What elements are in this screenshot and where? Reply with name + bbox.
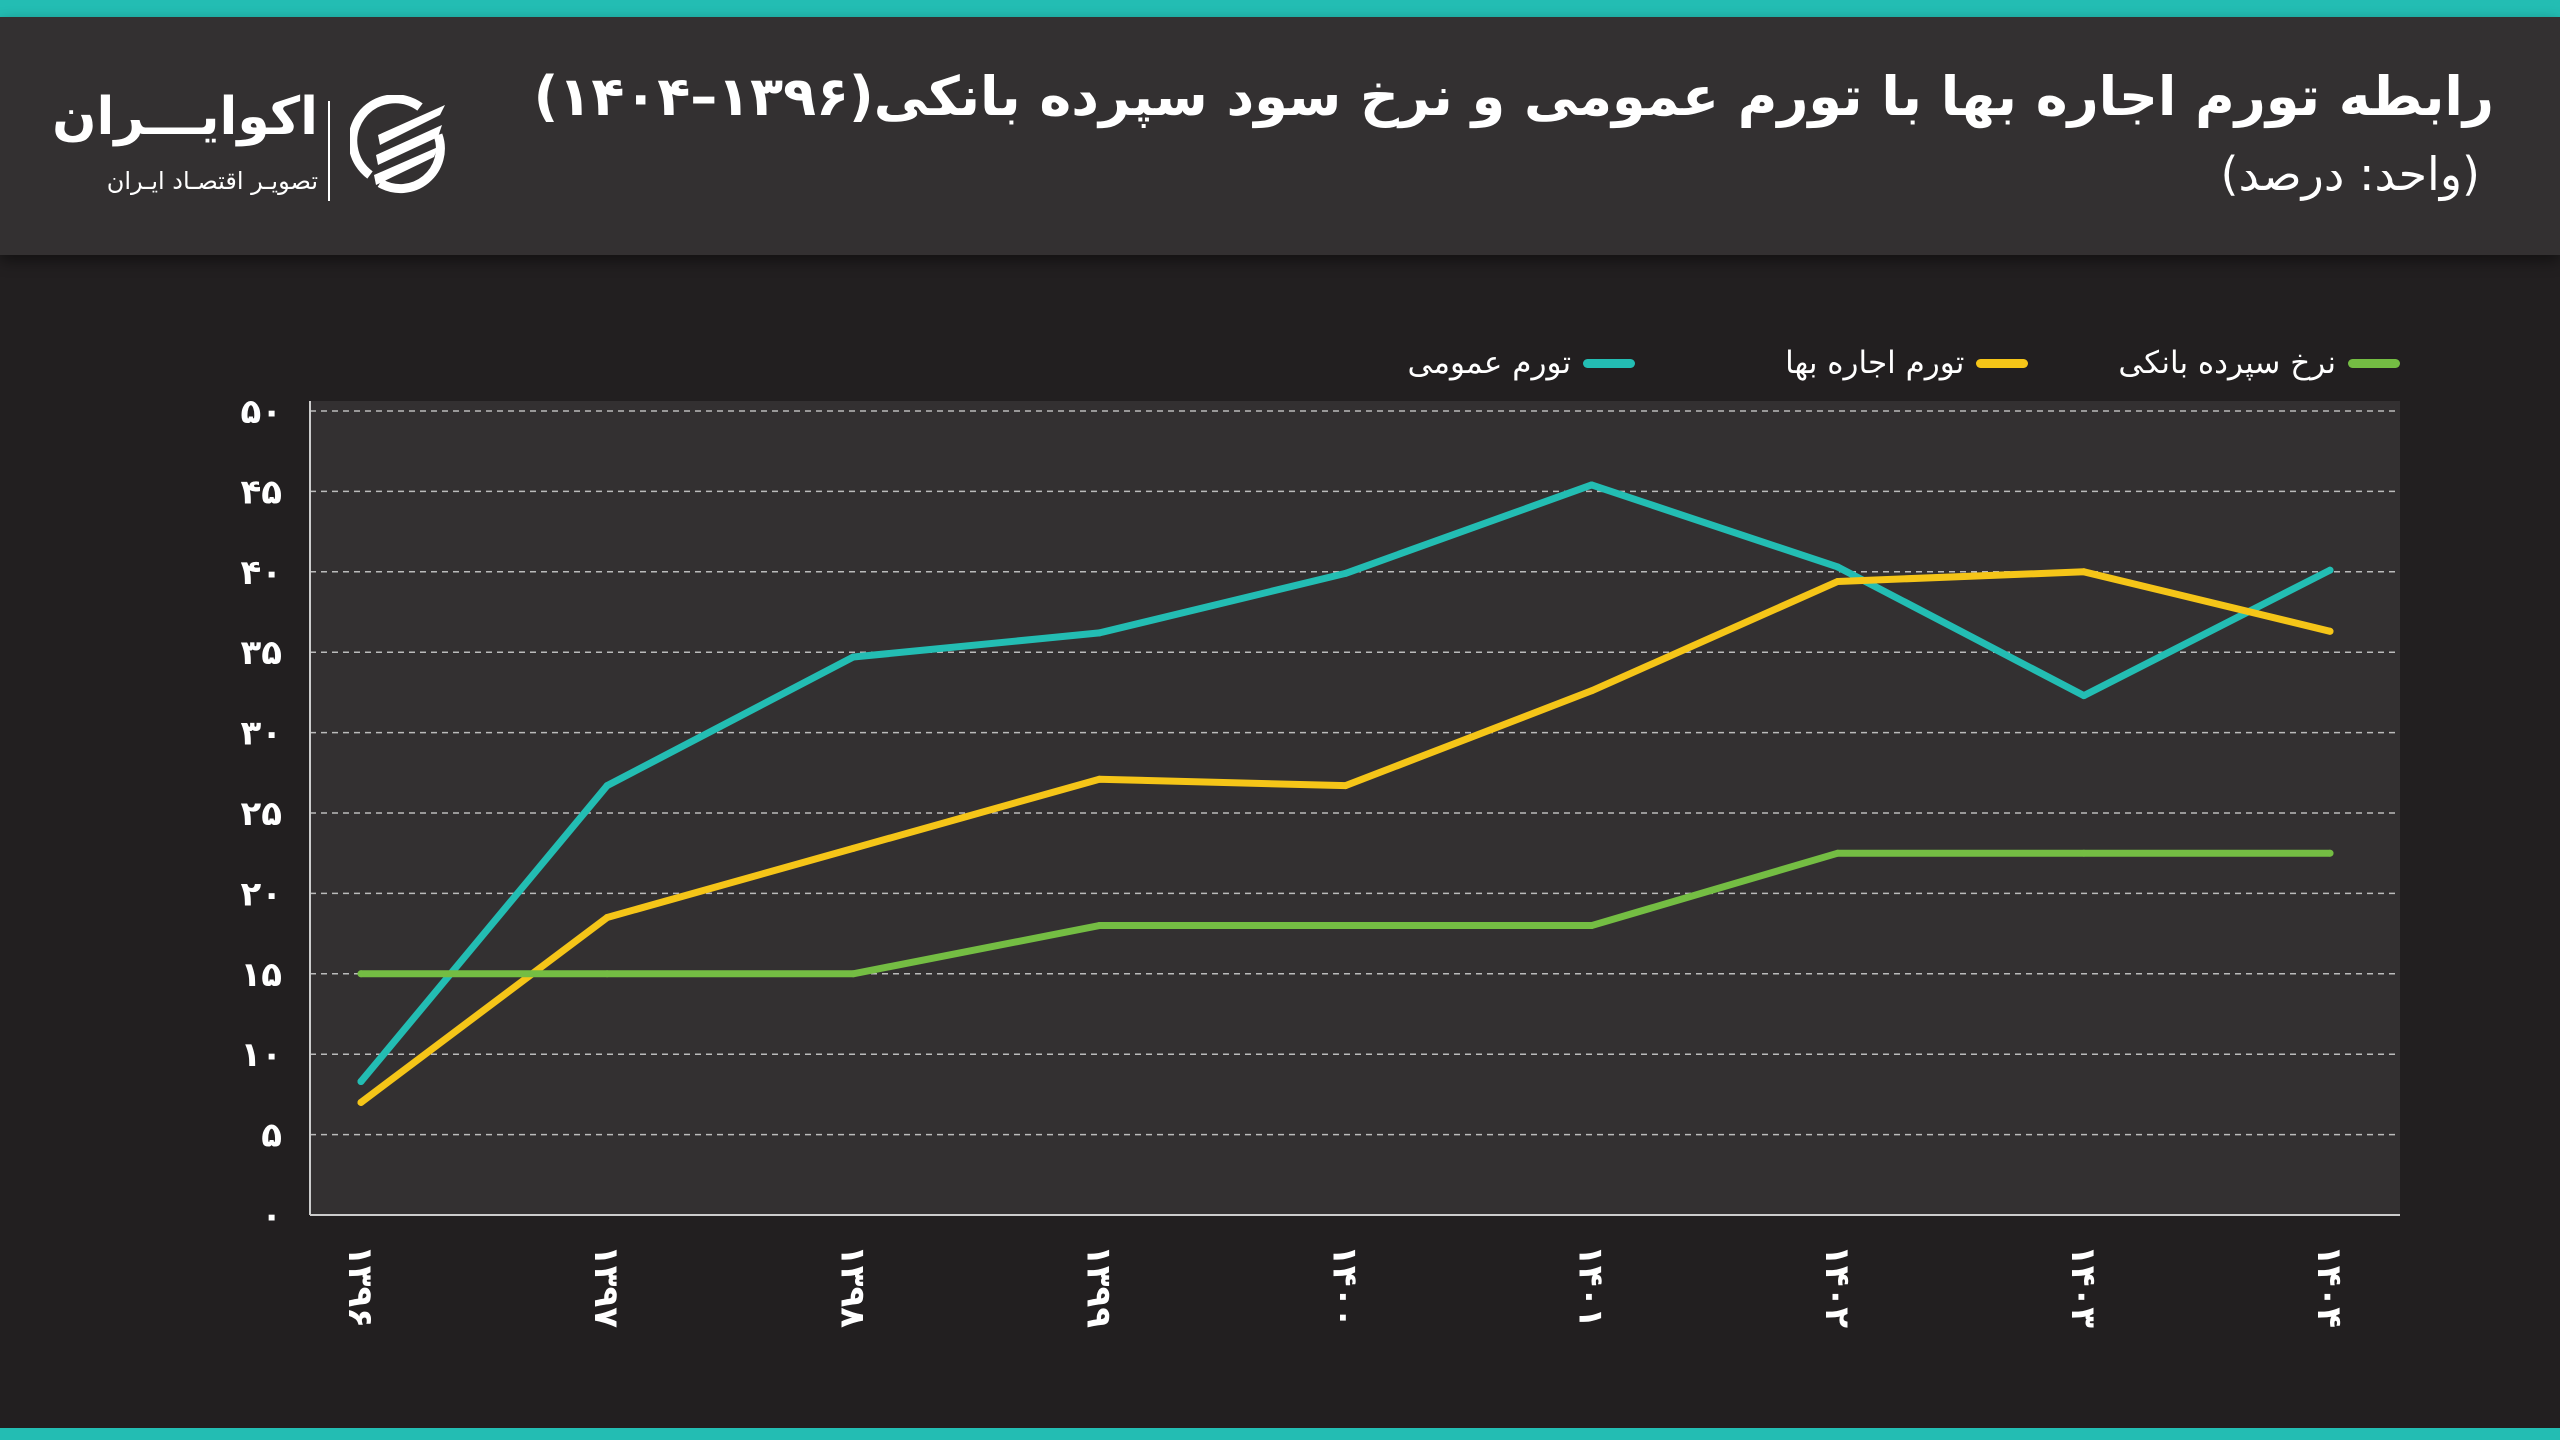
data-point: [1588, 481, 1596, 489]
legend-swatch: [1976, 358, 2029, 368]
logo-divider: [328, 101, 330, 201]
plot-area: [310, 401, 2400, 1215]
data-point: [849, 970, 857, 978]
y-tick-label: ۲۰: [240, 874, 282, 914]
data-point: [1342, 569, 1349, 577]
x-tick-label: ۱۳۹۷: [586, 1245, 626, 1328]
data-point: [357, 1078, 365, 1086]
legend: تورم عمومی تورم اجاره بها نرخ سپرده بانک…: [1408, 345, 2400, 381]
bottom-accent-bar: [0, 1428, 2560, 1440]
y-tick-label: ۴۰: [240, 553, 282, 593]
legend-label: تورم عمومی: [1407, 345, 1572, 381]
legend-swatch: [1583, 358, 1636, 368]
data-point: [2326, 849, 2334, 857]
legend-label: نرخ سپرده بانکی: [2118, 345, 2336, 381]
data-point: [357, 1098, 365, 1106]
data-point: [1834, 577, 1842, 585]
legend-item: تورم اجاره بها: [1785, 345, 2029, 381]
logo-tagline: تصویـر اقتصـاد ایـران: [106, 167, 318, 195]
data-point: [1834, 563, 1842, 571]
x-tick-label: ۱۴۰۲: [1817, 1245, 1857, 1328]
data-point: [849, 844, 857, 852]
y-tick-label: ۱۵: [240, 955, 282, 995]
legend-item: تورم عمومی: [1408, 345, 1636, 381]
data-point: [2080, 849, 2088, 857]
x-tick-label: ۱۴۰۰: [1325, 1245, 1365, 1328]
y-tick-label: ۳۰: [240, 714, 282, 754]
y-tick-label: ۲۵: [240, 794, 282, 834]
data-point: [603, 782, 611, 790]
data-point: [1095, 922, 1103, 930]
data-point: [357, 970, 365, 978]
y-tick-label: ۳۵: [240, 633, 282, 673]
legend-item: نرخ سپرده بانکی: [2118, 345, 2400, 381]
x-tick-label: ۱۴۰۴: [2309, 1245, 2349, 1328]
legend-label: تورم اجاره بها: [1785, 345, 1965, 381]
data-point: [1834, 849, 1842, 857]
header: رابطه تورم اجاره بها با تورم عمومی و نرخ…: [0, 17, 2560, 255]
legend-swatch: [2348, 358, 2400, 368]
chart-unit: (واحد: درصد): [2220, 147, 2481, 201]
x-tick-label: ۱۴۰۳: [2063, 1245, 2103, 1328]
y-tick-label: ۰: [261, 1196, 282, 1236]
series-line-1: [357, 568, 2334, 1106]
data-point: [1095, 629, 1103, 637]
data-point: [1095, 775, 1103, 783]
data-point: [1342, 922, 1349, 930]
y-tick-label: ۵۰: [240, 392, 282, 432]
y-tick-label: ۵: [261, 1116, 282, 1156]
chart-title: رابطه تورم اجاره بها با تورم عمومی و نرخ…: [533, 65, 2494, 128]
data-point: [603, 970, 611, 978]
data-point: [603, 914, 611, 922]
logo-name: اکوایـــران: [52, 87, 318, 147]
top-accent-bar: [0, 0, 2560, 17]
x-tick-label: ۱۳۹۸: [832, 1245, 872, 1328]
x-tick-label: ۱۳۹۹: [1078, 1245, 1118, 1328]
data-point: [1588, 922, 1596, 930]
series-line-0: [357, 481, 2334, 1086]
data-point: [1588, 687, 1596, 695]
data-point: [1342, 782, 1349, 790]
data-point: [2080, 692, 2088, 700]
logo-mark-icon: [350, 95, 445, 194]
y-tick-label: ۱۰: [240, 1035, 282, 1075]
data-point: [2326, 627, 2334, 635]
logo: اکوایـــران تصویـر اقتصـاد ایـران: [52, 81, 458, 211]
x-tick-label: ۱۳۹۶: [340, 1245, 380, 1328]
data-point: [2080, 568, 2088, 576]
x-tick-label: ۱۴۰۱: [1571, 1245, 1611, 1328]
data-point: [849, 653, 857, 661]
data-point: [2326, 566, 2334, 574]
y-tick-label: ۴۵: [240, 472, 282, 512]
series-line-2: [357, 849, 2334, 978]
